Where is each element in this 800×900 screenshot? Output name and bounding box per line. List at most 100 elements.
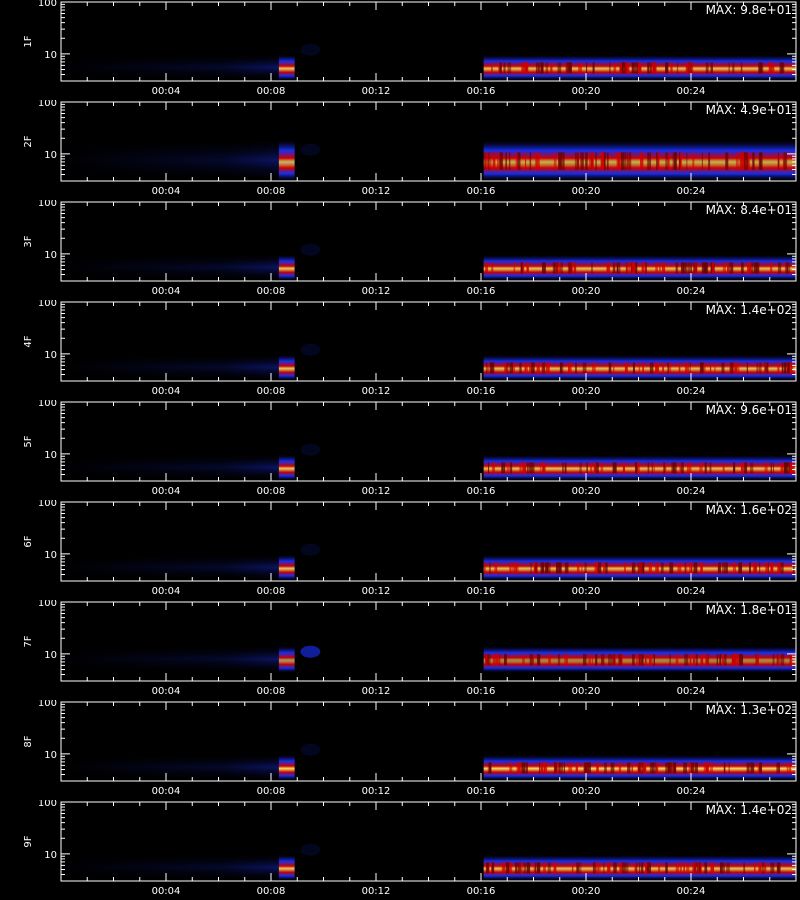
band-streak	[680, 462, 683, 474]
band-streak	[559, 762, 563, 774]
x-tick-label: 00:16	[467, 186, 496, 197]
band-streak	[584, 562, 587, 574]
post-burst-glow	[300, 143, 321, 156]
band-streak	[536, 62, 541, 74]
band-streak	[489, 562, 491, 574]
band-streak	[621, 862, 626, 874]
band-streak	[746, 362, 748, 374]
band-streak	[568, 362, 572, 374]
max-label: MAX: 9.6e+01	[706, 403, 792, 417]
band-streak	[692, 862, 697, 874]
band-streak	[672, 152, 675, 170]
band-streak	[726, 562, 728, 574]
band-streak	[595, 152, 597, 170]
band-streak	[635, 262, 638, 274]
band-streak	[560, 262, 563, 274]
band-streak	[791, 462, 793, 474]
band-streak	[578, 862, 580, 874]
band-streak	[496, 653, 500, 666]
band-streak	[586, 462, 588, 474]
band-streak	[485, 262, 488, 274]
band-streak	[692, 653, 696, 666]
x-tick-label: 00:08	[257, 586, 286, 597]
band-streak	[690, 262, 692, 274]
band-streak	[656, 562, 659, 574]
band-streak	[557, 62, 562, 74]
band-streak	[770, 562, 772, 574]
band-streak	[576, 562, 580, 574]
band-streak	[665, 762, 670, 774]
band-streak	[596, 562, 600, 574]
band-streak	[647, 62, 650, 74]
band-streak	[730, 362, 734, 374]
band-streak	[543, 762, 548, 774]
band-streak	[786, 262, 791, 274]
band-streak	[609, 62, 611, 74]
band-streak	[601, 152, 603, 170]
band-streak	[547, 862, 551, 874]
band-streak	[489, 362, 492, 374]
band-streak	[509, 762, 513, 774]
x-tick-label: 00:12	[362, 586, 391, 597]
band-streak	[674, 762, 676, 774]
band-streak	[632, 562, 636, 574]
band-streak	[610, 762, 615, 774]
spectrogram-panel: 100 10 00:04 00:08 00:12 00:16 00:20 00:24 1F MAX…	[0, 0, 800, 100]
band-streak	[649, 653, 652, 666]
early-band-fade	[61, 453, 295, 482]
band-streak	[631, 762, 633, 774]
band-streak	[556, 762, 560, 774]
x-tick-label: 00:08	[257, 686, 286, 697]
band-streak	[588, 152, 591, 170]
band-streak	[686, 462, 690, 474]
band-streak	[740, 262, 744, 274]
band-streak	[531, 362, 535, 374]
band-streak	[622, 152, 627, 170]
x-tick-label: 00:12	[362, 386, 391, 397]
band-streak	[491, 262, 494, 274]
band-streak	[647, 862, 652, 874]
band-streak	[702, 362, 706, 374]
band-streak	[784, 462, 787, 474]
band-streak	[624, 362, 628, 374]
band-streak	[638, 362, 641, 374]
band-streak	[584, 762, 587, 774]
band-streak	[643, 762, 647, 774]
band-streak	[635, 653, 640, 666]
band-streak	[753, 862, 756, 874]
band-streak	[721, 362, 725, 374]
band-streak	[539, 762, 541, 774]
band-streak	[692, 152, 695, 170]
band-streak	[574, 152, 579, 170]
band-streak	[641, 762, 644, 774]
band-streak	[678, 362, 681, 374]
band-streak	[710, 862, 715, 874]
band-streak	[558, 152, 562, 170]
band-streak	[516, 562, 519, 574]
band-streak	[545, 562, 549, 574]
x-tick-label: 00:12	[362, 86, 391, 97]
x-tick-label: 00:24	[677, 186, 706, 197]
early-band-fade	[61, 353, 295, 382]
max-label: MAX: 9.8e+01	[706, 3, 792, 17]
band-streak	[628, 152, 632, 170]
band-streak	[780, 462, 783, 474]
band-streak	[582, 362, 587, 374]
band-streak	[662, 362, 664, 374]
band-streak	[632, 653, 635, 666]
x-tick-label: 00:08	[257, 86, 286, 97]
band-streak	[758, 762, 763, 774]
band-streak	[533, 862, 535, 874]
band-streak	[520, 262, 523, 274]
band-streak	[569, 62, 572, 74]
band-streak	[613, 362, 615, 374]
band-streak	[523, 862, 527, 874]
band-streak	[498, 62, 501, 74]
band-streak	[723, 762, 726, 774]
band-streak	[688, 762, 693, 774]
band-streak	[755, 653, 759, 666]
band-streak	[624, 862, 629, 874]
band-streak	[608, 362, 612, 374]
y-tick-label: 10	[44, 50, 57, 61]
